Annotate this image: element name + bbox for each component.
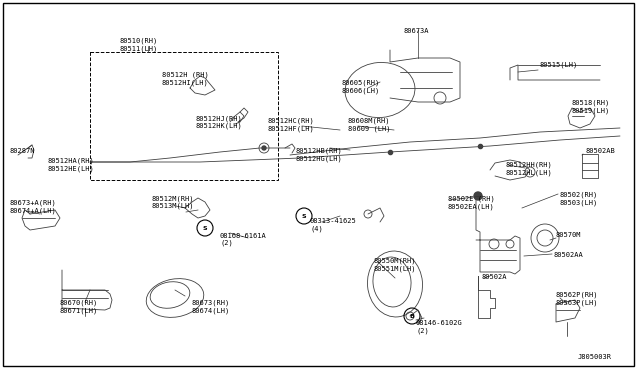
Text: 80673(RH)
80674(LH): 80673(RH) 80674(LH) xyxy=(192,300,230,314)
Text: 80502(RH)
80503(LH): 80502(RH) 80503(LH) xyxy=(560,192,598,206)
Text: 80502AB: 80502AB xyxy=(585,148,615,154)
Circle shape xyxy=(474,192,482,200)
Text: 80512M(RH)
80513M(LH): 80512M(RH) 80513M(LH) xyxy=(152,195,195,209)
Text: 08168-6161A
(2): 08168-6161A (2) xyxy=(220,233,267,247)
Text: 80502A: 80502A xyxy=(482,274,508,280)
Text: 80512HB(RH)
80512HG(LH): 80512HB(RH) 80512HG(LH) xyxy=(296,148,343,162)
Text: 80510(RH)
80511(LH): 80510(RH) 80511(LH) xyxy=(120,38,158,52)
Text: 08313-41625
(4): 08313-41625 (4) xyxy=(310,218,356,231)
Bar xyxy=(90,52,278,180)
Text: 80512HH(RH)
80512HL(LH): 80512HH(RH) 80512HL(LH) xyxy=(506,162,553,176)
Circle shape xyxy=(262,146,266,150)
Text: 80512HJ(RH)
80512HK(LH): 80512HJ(RH) 80512HK(LH) xyxy=(195,115,242,129)
Text: 80502AA: 80502AA xyxy=(553,252,583,258)
Text: 80605(RH)
80606(LH): 80605(RH) 80606(LH) xyxy=(342,80,380,94)
Text: 80512HC(RH)
80512HF(LH): 80512HC(RH) 80512HF(LH) xyxy=(268,118,315,132)
Text: 08146-6102G
(2): 08146-6102G (2) xyxy=(416,320,463,334)
Text: 80570M: 80570M xyxy=(556,232,582,238)
Text: B: B xyxy=(410,314,415,318)
Text: 80608M(RH)
80609 (LH): 80608M(RH) 80609 (LH) xyxy=(348,118,390,132)
Text: 80562P(RH)
80563P(LH): 80562P(RH) 80563P(LH) xyxy=(556,292,598,306)
Text: 80502E (RH)
80502EA(LH): 80502E (RH) 80502EA(LH) xyxy=(448,196,495,210)
Text: 80515(LH): 80515(LH) xyxy=(540,62,579,68)
Text: 80670(RH)
80671(LH): 80670(RH) 80671(LH) xyxy=(60,300,99,314)
Text: 80518(RH)
80519(LH): 80518(RH) 80519(LH) xyxy=(572,100,611,114)
Text: 80673+A(RH)
80674+A(LH): 80673+A(RH) 80674+A(LH) xyxy=(10,200,57,214)
Text: 80673A: 80673A xyxy=(404,28,429,34)
Text: 80550M(RH)
80551M(LH): 80550M(RH) 80551M(LH) xyxy=(374,258,417,272)
Text: J805003R: J805003R xyxy=(578,354,612,360)
Text: 80287N: 80287N xyxy=(10,148,35,154)
Text: S: S xyxy=(203,225,207,231)
Text: 80512H (RH)
80512HI(LH): 80512H (RH) 80512HI(LH) xyxy=(162,72,209,86)
Text: S: S xyxy=(301,214,307,218)
Text: 80512HA(RH)
80512HE(LH): 80512HA(RH) 80512HE(LH) xyxy=(48,158,95,172)
